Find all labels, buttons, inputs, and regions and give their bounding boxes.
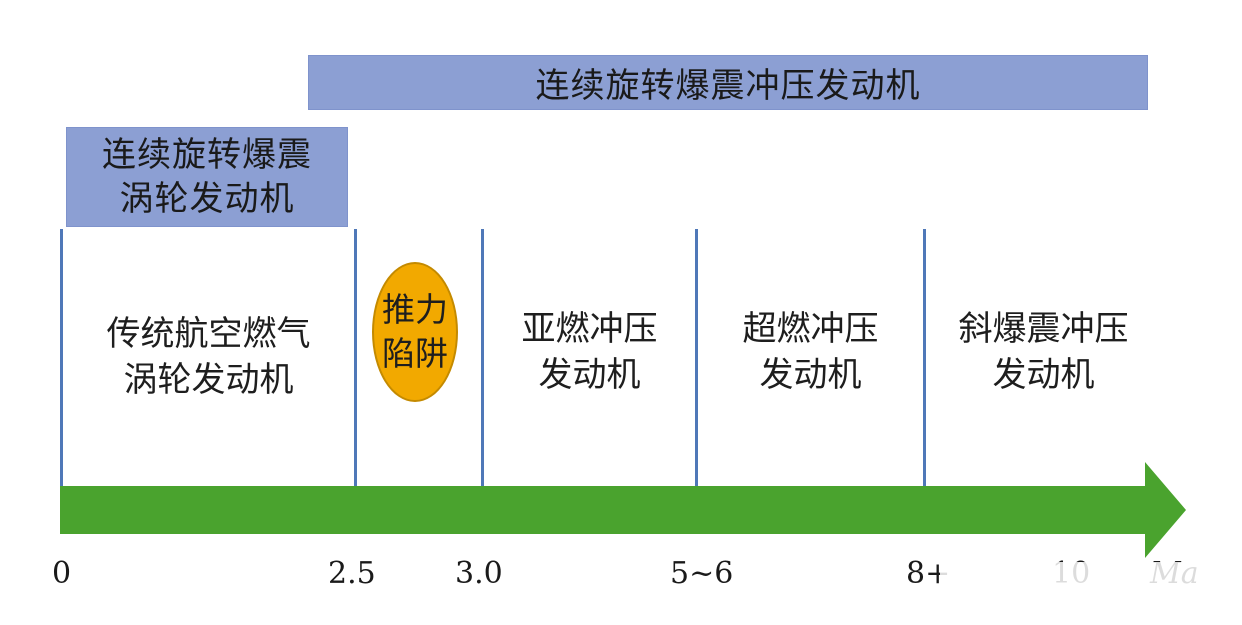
stage-scramjet: 超燃冲压 发动机 — [698, 306, 923, 398]
banner-left-line2: 涡轮发动机 — [119, 179, 295, 219]
banner-top-label: 连续旋转爆震冲压发动机 — [535, 66, 921, 106]
watermark-overlay — [940, 562, 1230, 612]
tick-5-6: 5~6 — [670, 556, 734, 591]
banner-left-line1: 连续旋转爆震 — [102, 135, 312, 175]
mach-axis-arrow-shape — [60, 462, 1186, 558]
rotating-detonation-turbine-banner: 连续旋转爆震 涡轮发动机 — [66, 127, 348, 227]
thrust-trap-line1: 推力 — [382, 290, 448, 329]
divider-5-6 — [695, 229, 698, 487]
stage-oblique-detonation: 斜爆震冲压 发动机 — [926, 306, 1161, 398]
stage-subsonic-line1: 亚燃冲压 — [521, 309, 658, 349]
stage-scramjet-line1: 超燃冲压 — [742, 309, 879, 349]
thrust-trap-ellipse: 推力 陷阱 — [372, 262, 458, 402]
stage-oblique-line1: 斜爆震冲压 — [958, 309, 1129, 349]
divider-3-0 — [481, 229, 484, 487]
stage-turbine-line1: 传统航空燃气 — [106, 314, 311, 354]
tick-3-0: 3.0 — [455, 556, 503, 591]
stage-subsonic-ramjet: 亚燃冲压 发动机 — [484, 306, 695, 398]
divider-2-5 — [354, 229, 357, 487]
stage-subsonic-line2: 发动机 — [538, 355, 641, 395]
stage-turbine-line2: 涡轮发动机 — [123, 360, 294, 400]
stage-turbine: 传统航空燃气 涡轮发动机 — [63, 311, 354, 403]
tick-2-5: 2.5 — [328, 556, 376, 591]
divider-8 — [923, 229, 926, 487]
divider-0 — [60, 229, 63, 487]
stage-oblique-line2: 发动机 — [992, 355, 1095, 395]
stage-scramjet-line2: 发动机 — [759, 355, 862, 395]
rotating-detonation-ramjet-banner: 连续旋转爆震冲压发动机 — [308, 55, 1148, 110]
thrust-trap-line2: 陷阱 — [382, 334, 448, 373]
tick-0: 0 — [52, 556, 72, 591]
